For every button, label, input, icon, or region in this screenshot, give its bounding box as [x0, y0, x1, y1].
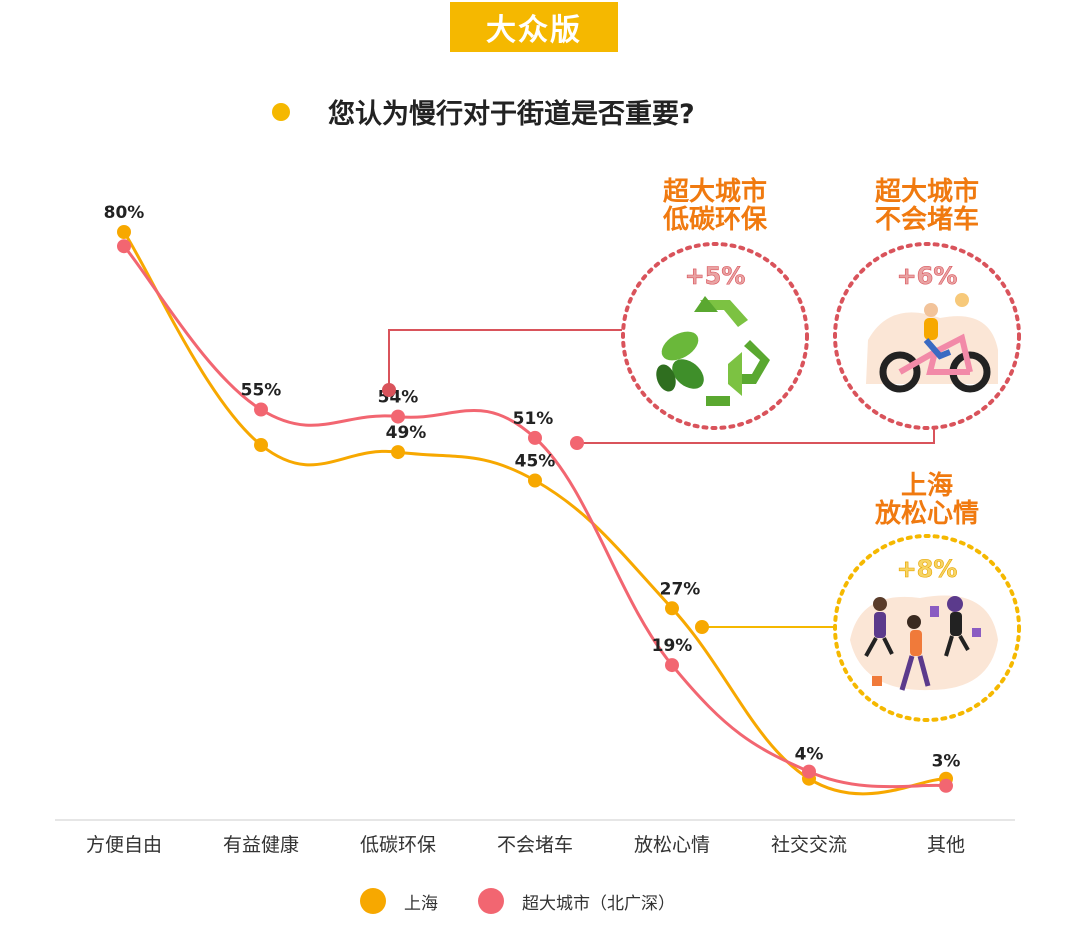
data-label: 3%	[932, 752, 961, 772]
data-point	[528, 473, 542, 488]
data-point	[391, 445, 405, 460]
data-label: 51%	[513, 409, 554, 429]
data-point	[802, 764, 816, 779]
connector-relax-dot	[695, 620, 709, 634]
legend-item-mega: 超大城市（北广深）	[478, 888, 675, 914]
data-label: 80%	[104, 203, 145, 223]
series-line	[122, 245, 947, 789]
data-point	[665, 658, 679, 673]
data-point	[254, 402, 268, 417]
connector-traffic	[577, 428, 935, 444]
series-line	[122, 231, 947, 796]
callout-delta: +6%	[897, 262, 958, 290]
connector-low-carbon-dot	[382, 383, 396, 397]
edition-badge: 大众版	[450, 2, 618, 52]
bullet-dot-icon	[272, 102, 290, 121]
legend-swatch-shanghai	[360, 888, 386, 914]
x-tick-label: 有益健康	[223, 834, 299, 856]
x-tick-label: 社交交流	[771, 834, 847, 856]
data-label: 45%	[515, 452, 556, 472]
data-label: 27%	[660, 579, 701, 599]
data-label: 49%	[386, 423, 427, 443]
question-text: 您认为慢行对于街道是否重要?	[328, 99, 695, 130]
data-label: 4%	[795, 745, 824, 765]
x-tick-label: 放松心情	[634, 834, 710, 856]
callout-delta: +8%	[897, 555, 958, 583]
jumping-people-icon	[850, 595, 998, 691]
series-group	[117, 225, 953, 796]
data-point	[117, 239, 131, 254]
data-point	[528, 430, 542, 445]
x-tick-label: 方便自由	[86, 834, 162, 856]
data-point	[391, 409, 405, 424]
connector-low-carbon	[388, 329, 622, 390]
legend-item-shanghai: 上海	[360, 888, 438, 914]
data-point	[117, 225, 131, 239]
x-tick-label: 低碳环保	[360, 834, 436, 856]
question-header: 您认为慢行对于街道是否重要?	[272, 92, 695, 131]
legend-swatch-mega	[478, 888, 504, 914]
data-label: 19%	[652, 636, 693, 656]
callout-low-carbon: +5%	[621, 242, 809, 430]
callout-title-relax: 上海 放松心情	[874, 471, 979, 529]
legend-label-mega: 超大城市（北广深）	[522, 893, 675, 914]
legend-label-shanghai: 上海	[404, 893, 438, 914]
callout-traffic: +6%	[833, 242, 1021, 430]
bicycle-rider-icon	[866, 293, 998, 393]
recycle-icon	[656, 296, 770, 406]
data-point	[254, 438, 268, 452]
callout-title-traffic: 超大城市 不会堵车	[874, 177, 979, 235]
legend: 上海 超大城市（北广深）	[360, 888, 715, 914]
data-labels: 80%49%45%27%3%55% 54%51%19%4%	[104, 203, 961, 772]
x-axis-ticks: 方便自由 有益健康 低碳环保 不会堵车 放松心情 社交交流 其他	[86, 834, 965, 856]
x-tick-label: 不会堵车	[497, 834, 573, 856]
x-tick-label: 其他	[927, 834, 965, 856]
callout-delta: +5%	[685, 262, 746, 290]
data-label: 55%	[241, 381, 282, 401]
callout-relax: +8%	[833, 534, 1021, 722]
data-point	[665, 601, 679, 616]
data-point	[939, 778, 953, 793]
callout-title-low-carbon: 超大城市 低碳环保	[662, 177, 767, 235]
connector-traffic-dot	[570, 436, 584, 450]
